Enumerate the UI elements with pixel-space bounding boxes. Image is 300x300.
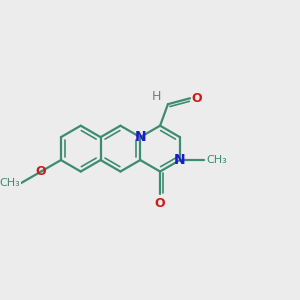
Text: O: O [36, 165, 46, 178]
Text: O: O [192, 92, 202, 105]
Text: CH₃: CH₃ [206, 155, 227, 165]
Text: N: N [174, 153, 186, 167]
Text: H: H [152, 90, 161, 103]
Text: CH₃: CH₃ [0, 178, 20, 188]
Text: O: O [155, 196, 165, 210]
Text: N: N [134, 130, 146, 144]
